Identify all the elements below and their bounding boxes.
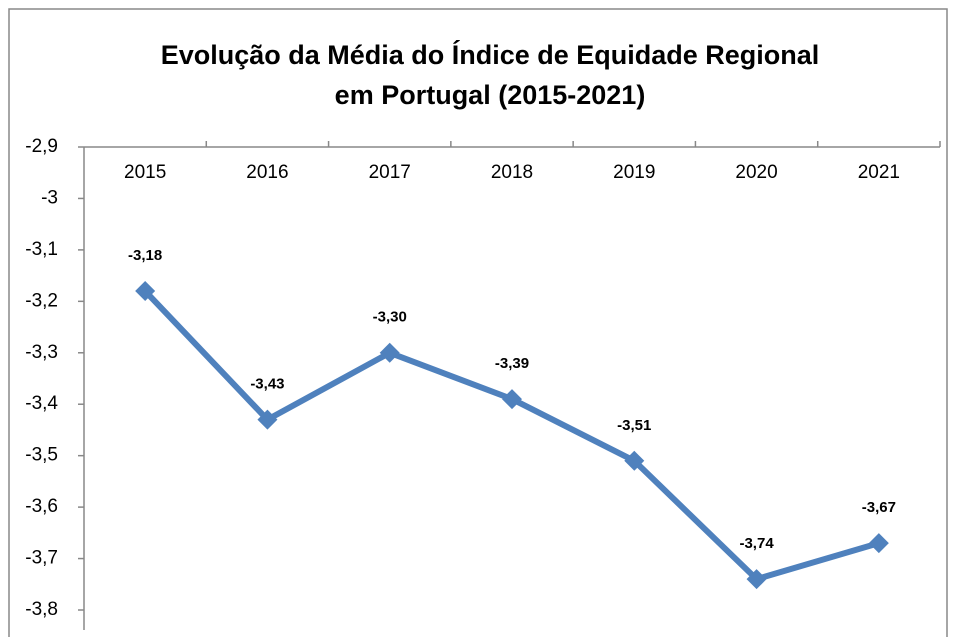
x-tick-label: 2018 [491,162,533,183]
x-tick-label: 2015 [124,162,166,183]
data-point [624,450,645,471]
x-tick-label: 2016 [246,162,288,183]
data-point [379,342,400,363]
y-tick-label: -3,7 [25,548,58,569]
y-tick-label: -2,9 [25,136,58,157]
data-point [746,569,767,590]
data-label: -3,39 [495,355,529,372]
data-label: -3,67 [862,499,896,516]
y-tick-label: -3,8 [25,599,58,620]
x-tick-label: 2020 [735,162,777,183]
chart-border [8,8,948,637]
y-tick-label: -3,3 [25,342,58,363]
y-tick-label: -3,2 [25,290,58,311]
data-point [868,533,889,554]
y-tick-label: -3,6 [25,496,58,517]
x-tick-label: 2019 [613,162,655,183]
data-label: -3,51 [617,417,651,434]
y-tick-label: -3,1 [25,239,58,260]
y-tick-label: -3,4 [25,393,58,414]
y-tick-label: -3 [41,187,58,208]
y-tick-label: -3,5 [25,445,58,466]
data-label: -3,30 [373,309,407,326]
data-label: -3,74 [739,535,774,552]
x-tick-label: 2017 [369,162,411,183]
data-point [257,409,278,430]
x-tick-label: 2021 [858,162,900,183]
data-label: -3,18 [128,247,162,264]
data-point [502,389,522,410]
chart-title: em Portugal (2015-2021) [335,80,646,110]
chart-title: Evolução da Média do Índice de Equidade … [161,39,820,70]
data-point [135,281,156,302]
data-label: -3,43 [250,376,284,393]
